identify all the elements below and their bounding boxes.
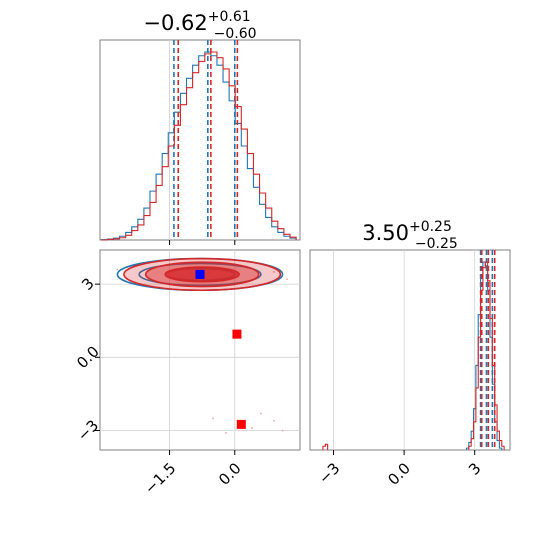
histogram-panel-parameter-2: −3 0.0 3 xyxy=(309,249,511,489)
plot-area-frame xyxy=(309,249,511,451)
panel-title-parameter-2: 3.50+0.25 −0.25 xyxy=(362,219,458,252)
y-tick-label: −3 xyxy=(74,416,102,444)
sample-point xyxy=(273,271,275,273)
title-lower-error: −0.60 xyxy=(214,26,257,42)
y-tick-label: 0.0 xyxy=(73,343,103,373)
sample-point xyxy=(281,429,284,432)
x-tick-label: 0.0 xyxy=(384,459,414,489)
truth-marker xyxy=(236,419,246,429)
sample-point xyxy=(225,432,227,434)
y-tick-label: 3 xyxy=(78,274,97,293)
sample-point xyxy=(116,268,119,271)
histogram-panel-parameter-1 xyxy=(99,39,301,245)
sample-point xyxy=(273,419,275,422)
sample-point xyxy=(251,427,254,429)
sample-point xyxy=(286,278,288,281)
x-tick-label: 0.0 xyxy=(215,459,245,489)
title-value: −0.62 xyxy=(143,11,207,35)
x-tick-label: −3 xyxy=(315,459,343,487)
title-lower-error: −0.25 xyxy=(415,236,458,252)
panel-title-parameter-1: −0.62+0.61 −0.60 xyxy=(143,9,256,42)
histogram-series-2 xyxy=(322,261,505,450)
x-tick-label: −1.5 xyxy=(141,459,179,497)
title-upper-error: +0.61 xyxy=(208,9,251,25)
sample-point xyxy=(259,412,262,415)
x-tick-label: 3 xyxy=(465,459,484,478)
title-value: 3.50 xyxy=(362,221,409,245)
title-upper-error: +0.25 xyxy=(409,219,452,235)
truth-marker xyxy=(232,329,242,339)
truth-marker xyxy=(195,269,205,279)
contour-level xyxy=(138,262,262,287)
contour-panel-joint: −1.5 0.0 −3 0.0 3 xyxy=(73,249,301,498)
plot-area-frame xyxy=(99,39,301,241)
sample-point xyxy=(212,417,214,420)
histogram-series-2 xyxy=(101,51,297,241)
